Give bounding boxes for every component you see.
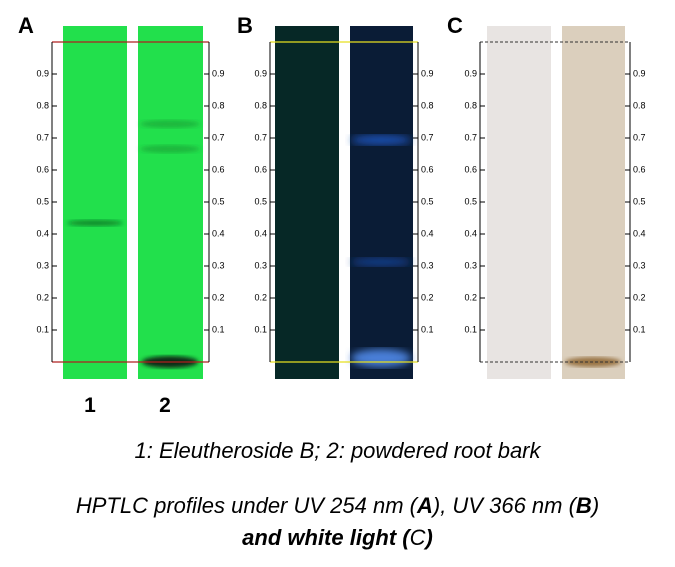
tick-label: 0.6 bbox=[212, 164, 225, 174]
tick-label: 0.7 bbox=[421, 132, 434, 142]
tick-label: 0.7 bbox=[464, 132, 477, 142]
tick-label: 0.6 bbox=[36, 164, 49, 174]
tick-label: 0.4 bbox=[464, 228, 477, 238]
tick-label: 0.1 bbox=[421, 324, 434, 334]
band bbox=[67, 220, 123, 226]
tick-label: 0.7 bbox=[633, 132, 646, 142]
caption-part: A bbox=[416, 493, 433, 518]
caption-part: ), UV 366 nm ( bbox=[432, 493, 576, 518]
panel-label: C bbox=[447, 13, 463, 38]
tick-label: 0.5 bbox=[254, 196, 267, 206]
tick-label: 0.7 bbox=[212, 132, 225, 142]
band bbox=[140, 145, 200, 153]
tick-label: 0.2 bbox=[633, 292, 646, 302]
tick-label: 0.8 bbox=[464, 100, 477, 110]
tick-label: 0.3 bbox=[36, 260, 49, 270]
caption-part: ) bbox=[591, 493, 600, 518]
tick-label: 0.1 bbox=[212, 324, 225, 334]
lane-label: 2 bbox=[159, 394, 171, 417]
tick-label: 0.3 bbox=[421, 260, 434, 270]
tick-label: 0.5 bbox=[212, 196, 225, 206]
band bbox=[351, 135, 411, 145]
tick-label: 0.3 bbox=[212, 260, 225, 270]
tick-label: 0.9 bbox=[633, 68, 646, 78]
tick-label: 0.8 bbox=[36, 100, 49, 110]
caption-part: HPTLC profiles under UV 254 nm ( bbox=[75, 493, 417, 518]
tick-label: 0.8 bbox=[212, 100, 225, 110]
tick-label: 0.1 bbox=[254, 324, 267, 334]
band bbox=[351, 349, 411, 367]
band bbox=[351, 258, 411, 266]
tick-label: 0.4 bbox=[36, 228, 49, 238]
caption-part: and white light ( bbox=[242, 525, 410, 550]
tick-label: 0.3 bbox=[254, 260, 267, 270]
lane bbox=[275, 26, 339, 379]
caption-part: B bbox=[575, 493, 592, 518]
tick-label: 0.2 bbox=[36, 292, 49, 302]
tick-label: 0.2 bbox=[254, 292, 267, 302]
caption-line: 1: Eleutheroside B; 2: powdered root bar… bbox=[134, 438, 541, 463]
plates: A B C 1 2 0.1 0.1 0.2 0.2 0.3 0.3 0.4 0.4 0.5 0.5… bbox=[18, 13, 646, 417]
tick-label: 0.2 bbox=[464, 292, 477, 302]
tick-label: 0.9 bbox=[254, 68, 267, 78]
tick-label: 0.5 bbox=[36, 196, 49, 206]
tick-label: 0.7 bbox=[254, 132, 267, 142]
tick-label: 0.8 bbox=[421, 100, 434, 110]
tick-label: 0.5 bbox=[633, 196, 646, 206]
panel-label: A bbox=[18, 13, 34, 38]
band bbox=[140, 120, 200, 128]
tick-label: 0.7 bbox=[36, 132, 49, 142]
tick-label: 0.1 bbox=[464, 324, 477, 334]
tick-label: 0.1 bbox=[633, 324, 646, 334]
tick-label: 0.9 bbox=[212, 68, 225, 78]
tick-label: 0.8 bbox=[254, 100, 267, 110]
tick-label: 0.6 bbox=[254, 164, 267, 174]
panel-label: B bbox=[237, 13, 253, 38]
tick-label: 0.9 bbox=[421, 68, 434, 78]
lane bbox=[487, 26, 551, 379]
lane bbox=[562, 26, 625, 379]
tick-label: 0.9 bbox=[464, 68, 477, 78]
tick-label: 0.4 bbox=[254, 228, 267, 238]
tick-label: 0.4 bbox=[212, 228, 225, 238]
tick-label: 0.3 bbox=[464, 260, 477, 270]
lane bbox=[63, 26, 127, 379]
caption-part: ) bbox=[425, 525, 433, 550]
tick-label: 0.4 bbox=[633, 228, 646, 238]
tick-label: 0.6 bbox=[421, 164, 434, 174]
tick-label: 0.5 bbox=[421, 196, 434, 206]
lane bbox=[350, 26, 413, 379]
tick-label: 0.2 bbox=[212, 292, 225, 302]
tick-label: 0.6 bbox=[633, 164, 646, 174]
lane-label: 1 bbox=[84, 394, 96, 417]
caption-part: C bbox=[409, 525, 426, 550]
tick-label: 0.6 bbox=[464, 164, 477, 174]
tick-label: 0.5 bbox=[464, 196, 477, 206]
tick-label: 0.1 bbox=[36, 324, 49, 334]
tick-label: 0.8 bbox=[633, 100, 646, 110]
tick-label: 0.4 bbox=[421, 228, 434, 238]
lane bbox=[138, 26, 203, 379]
tick-label: 0.2 bbox=[421, 292, 434, 302]
caption: HPTLC profiles under UV 254 nm (A), UV 3… bbox=[0, 490, 675, 554]
tick-label: 0.9 bbox=[36, 68, 49, 78]
tick-label: 0.3 bbox=[633, 260, 646, 270]
